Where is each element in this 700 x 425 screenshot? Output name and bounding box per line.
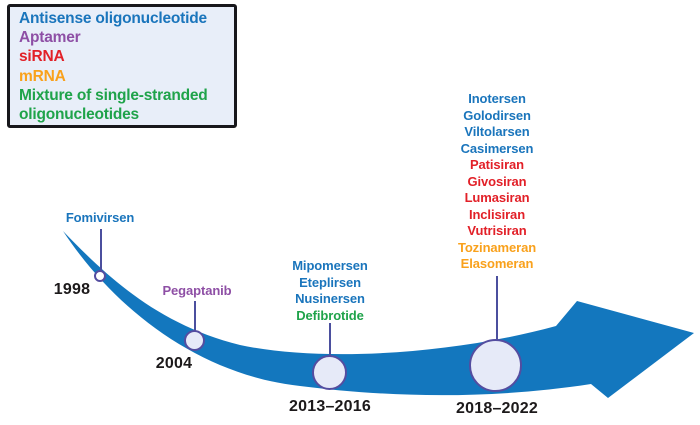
drug-name: Patisiran — [469, 157, 524, 172]
legend-item: Antisense oligonucleotide — [19, 10, 207, 27]
year-label-2004: 2004 — [155, 355, 193, 372]
drug-name: Casimersen — [460, 140, 534, 156]
drug-name: Vutrisiran — [467, 223, 527, 238]
legend-item: Aptamer — [19, 29, 81, 47]
legend-box: Antisense oligonucleotide Aptamer siRNA mRN… — [7, 4, 237, 128]
drug-name: Fomivirsen — [65, 210, 135, 225]
legend-item: siRNA — [19, 48, 65, 66]
drug-name: Pegaptanib — [162, 283, 232, 298]
drug-name: Eteplirsen — [299, 274, 361, 290]
milestone-circle-2004 — [184, 330, 205, 351]
year-label-1998: 1998 — [53, 281, 91, 298]
drug-name: Mipomersen — [292, 258, 368, 273]
drug-name: Lumasiran — [464, 190, 530, 205]
drug-name: Elasomeran — [460, 256, 534, 271]
connector-line-2018-2022 — [496, 276, 498, 342]
drug-name: Tozinameran — [457, 239, 537, 255]
milestone-circle-2013-2016 — [312, 355, 347, 390]
connector-line-1998 — [100, 229, 102, 272]
legend-item: mRNA — [19, 67, 66, 85]
drug-name: Nusinersen — [295, 291, 365, 306]
milestone-circle-2018-2022 — [469, 339, 522, 392]
drug-list-2018-2022: Inotersen Golodirsen Viltolarsen Casimersen… — [435, 91, 559, 273]
connector-line-2004 — [194, 301, 196, 331]
drug-name: Givosiran — [467, 173, 527, 189]
drug-name: Inotersen — [468, 91, 526, 106]
drug-name: Viltolarsen — [464, 124, 530, 139]
milestone-circle-1998 — [94, 270, 106, 282]
year-label-2013-2016: 2013–2016 — [289, 398, 371, 415]
drug-name: Defibrotide — [296, 307, 364, 323]
drug-name: Golodirsen — [463, 107, 531, 123]
arrow-swoosh-shape — [63, 231, 694, 398]
connector-line-2013-2016 — [329, 323, 331, 356]
drug-list-1998: Fomivirsen — [40, 210, 160, 227]
drug-list-2004: Pegaptanib — [137, 283, 257, 300]
year-label-2018-2022: 2018–2022 — [456, 400, 538, 417]
drug-name: Inclisiran — [468, 206, 526, 222]
legend-item: Mixture of single-stranded oligonucleoti… — [19, 86, 208, 124]
drug-list-2013-2016: Mipomersen Eteplirsen Nusinersen Defibrotid… — [268, 258, 392, 324]
